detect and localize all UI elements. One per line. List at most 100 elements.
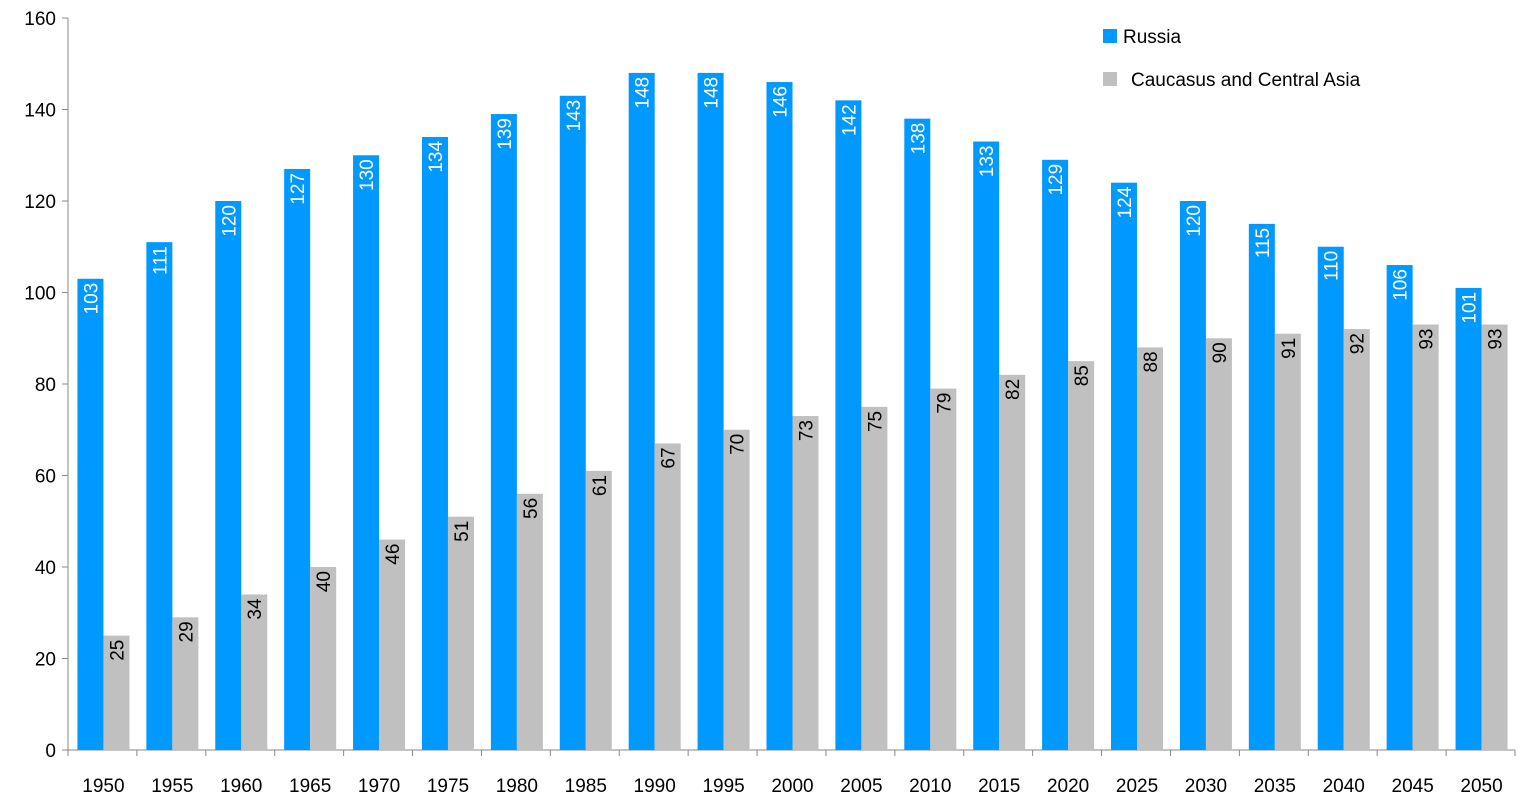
bar [1317,246,1344,750]
bar [421,136,448,750]
x-tick-label: 2050 [1460,776,1502,797]
data-label: 148 [633,77,654,109]
x-tick-label: 1990 [634,776,676,797]
bar [1274,333,1301,750]
bar [146,242,173,751]
bar [1455,287,1482,750]
x-tick-label: 2000 [771,776,813,797]
x-tick-label: 1965 [289,776,331,797]
legend-label: Russia [1123,27,1182,48]
bar [585,470,612,750]
bar [999,374,1026,750]
x-tick-label: 1955 [151,776,193,797]
bar [284,168,311,751]
bar [353,155,380,750]
data-label: 82 [1003,379,1024,400]
data-label: 91 [1279,338,1300,359]
bar [1111,182,1138,750]
bar [172,617,199,750]
bar [447,516,474,750]
y-tick-label: 140 [24,101,56,122]
x-tick-label: 2005 [840,776,882,797]
x-tick-label: 2035 [1254,776,1296,797]
data-label: 148 [702,77,723,109]
data-label: 120 [1184,205,1205,237]
data-label: 106 [1391,269,1412,301]
data-label: 101 [1460,292,1481,324]
x-tick-label: 1975 [427,776,469,797]
x-tick-label: 1960 [220,776,262,797]
bar [559,95,586,750]
data-label: 40 [314,571,335,592]
bar [516,493,543,750]
x-tick-label: 2030 [1185,776,1227,797]
x-tick-label: 1995 [702,776,744,797]
data-label: 25 [107,640,128,661]
data-label: 133 [977,146,998,178]
bar [930,388,957,750]
legend-label: Caucasus and Central Asia [1131,70,1361,91]
bar [723,429,750,750]
data-label: 79 [934,393,955,414]
x-tick-label: 2010 [909,776,951,797]
data-label: 93 [1417,329,1438,350]
data-label: 124 [1115,186,1136,218]
bar [1481,324,1508,750]
data-label: 142 [839,104,860,136]
y-tick-label: 100 [24,284,56,305]
x-tick-label: 2020 [1047,776,1089,797]
y-tick-label: 160 [24,9,56,30]
bar [241,594,268,750]
bar [861,406,888,750]
bar [1248,223,1275,750]
x-tick-label: 1950 [82,776,124,797]
bar [1068,361,1095,750]
y-tick-label: 60 [35,467,56,488]
data-label: 88 [1141,351,1162,372]
data-label: 46 [383,544,404,565]
data-label: 67 [659,447,680,468]
bar [628,72,655,750]
data-label: 75 [865,411,886,432]
x-tick-label: 2025 [1116,776,1158,797]
data-label: 56 [521,498,542,519]
legend-swatch [1103,72,1117,86]
y-tick-label: 20 [35,650,56,671]
bar [697,72,724,750]
y-tick-label: 0 [45,741,56,762]
bar [1137,347,1164,750]
y-tick-label: 80 [35,375,56,396]
bar [1412,324,1439,750]
y-tick-label: 120 [24,192,56,213]
bar [792,416,819,750]
legend-swatch [1103,29,1117,43]
data-label: 92 [1348,333,1369,354]
data-label: 130 [357,159,378,191]
bar [973,141,1000,750]
bar [766,82,793,751]
bar [1343,329,1370,750]
data-label: 138 [908,123,929,155]
bar [1179,201,1206,750]
bar [1386,265,1413,750]
data-label: 34 [245,598,266,620]
data-label: 146 [771,86,792,118]
data-label: 90 [1210,342,1231,363]
bar [379,539,406,750]
data-label: 73 [797,420,818,441]
data-label: 139 [495,118,516,150]
bar [1205,338,1232,750]
bar [310,567,337,750]
data-label: 85 [1072,365,1093,386]
bar [1042,159,1069,750]
bar [77,278,104,750]
x-tick-label: 1970 [358,776,400,797]
data-label: 61 [590,475,611,496]
data-label: 93 [1486,329,1507,350]
data-label: 120 [219,205,240,237]
data-label: 51 [452,521,473,542]
data-label: 70 [728,434,749,455]
bar [654,443,681,750]
x-tick-label: 2015 [978,776,1020,797]
